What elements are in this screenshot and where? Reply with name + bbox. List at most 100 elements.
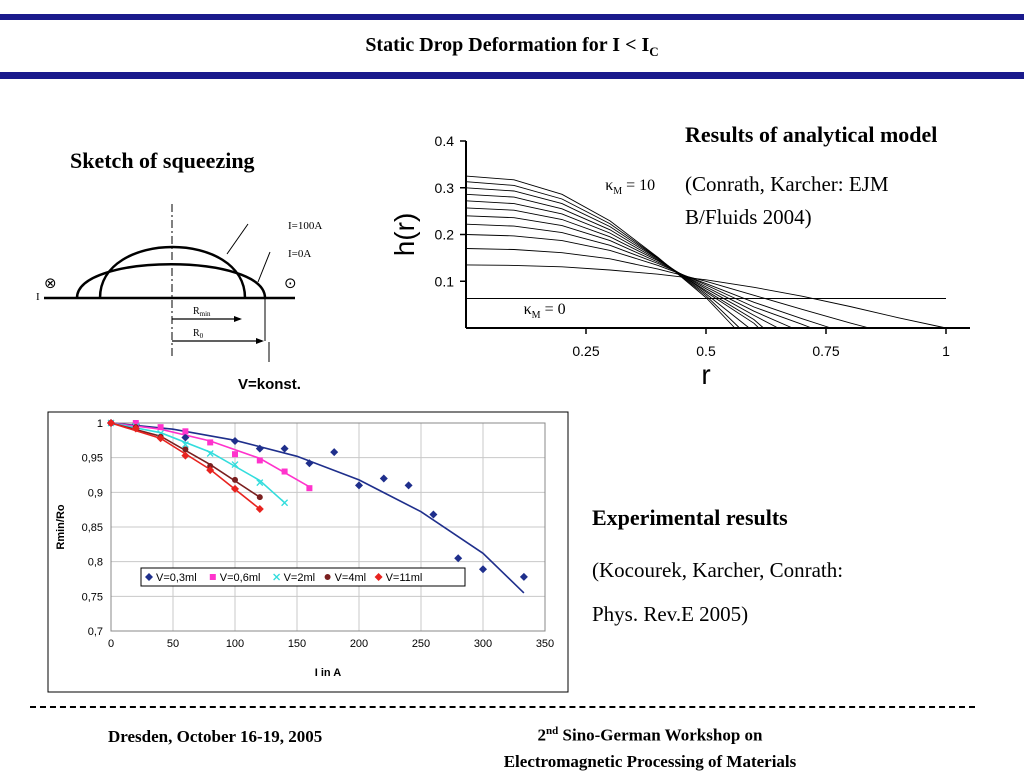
rmin-label: Rmin xyxy=(193,306,211,318)
x-tick-label: 200 xyxy=(350,638,368,650)
current-in-symbol: ⊗ xyxy=(44,274,57,292)
profile-curve-10 xyxy=(465,181,740,329)
kappa-zero-annotation: κM = 0 xyxy=(524,301,566,321)
data-point-0 xyxy=(404,481,413,490)
sketch-caption: V=konst. xyxy=(238,376,301,393)
experimental-citation-line1: (Kocourek, Karcher, Conrath: xyxy=(592,558,844,582)
data-point-0 xyxy=(355,481,363,490)
r0-arrowhead xyxy=(256,338,264,344)
y-axis-title: Rmin/Ro xyxy=(55,504,67,550)
y-tick-label: 0,9 xyxy=(88,487,103,499)
legend-label-4: V=11ml xyxy=(386,572,423,584)
data-point-1 xyxy=(182,428,189,435)
profile-curve-9 xyxy=(465,187,750,329)
footer-workshop-name: 2nd Sino-German Workshop on Electromagne… xyxy=(440,718,860,775)
legend-box xyxy=(140,567,466,587)
legend-label-2: V=2ml xyxy=(284,572,316,584)
analytical-heading: Results of analytical model xyxy=(685,122,938,147)
sketch-label-i0: I=0A xyxy=(288,248,311,260)
x-tick-label: 150 xyxy=(288,638,306,650)
footer-dashed-divider xyxy=(30,706,975,708)
legend-marker-4 xyxy=(374,573,383,581)
x-axis-title: I in A xyxy=(315,667,342,679)
x-axis-title: r xyxy=(701,359,710,390)
y-tick-label: 0.1 xyxy=(435,273,455,289)
chart-outer-border xyxy=(47,411,569,693)
squeezing-sketch: I=100A I=0A ⊗ ⊙ I Rmin R0 xyxy=(36,204,322,362)
data-point-1 xyxy=(232,451,238,458)
y-tick-label: 0.3 xyxy=(435,180,455,196)
data-point-1 xyxy=(207,439,214,446)
analytical-citation: (Conrath, Karcher: EJM B/Fluids 2004) xyxy=(685,168,889,234)
analytical-citation-line1: (Conrath, Karcher: EJM xyxy=(685,172,889,196)
data-point-3 xyxy=(207,462,214,469)
data-point-0 xyxy=(330,448,339,457)
data-point-0 xyxy=(519,572,528,581)
legend-label-0: V=0,3ml xyxy=(156,572,197,584)
top-rule xyxy=(0,14,1024,20)
legend-label-3: V=4ml xyxy=(335,572,367,584)
data-point-1 xyxy=(306,485,313,492)
sketch-label-i100: I=100A xyxy=(288,220,322,232)
data-point-0 xyxy=(429,510,438,519)
kappa-max-annotation: κM = 10 xyxy=(605,177,655,197)
footer-location-date: Dresden, October 16-19, 2005 xyxy=(108,727,323,746)
sketch-drop-i100 xyxy=(75,263,267,299)
analytical-height-profile-chart: 0.1 0.2 0.3 0.4 0.25 0.5 0.75 1 h(r) r κM = 10 κM =… xyxy=(389,133,970,390)
data-point-1 xyxy=(256,457,263,464)
x-tick-label: 0.75 xyxy=(812,343,839,359)
y-tick-label: 0.4 xyxy=(435,133,455,149)
data-point-4 xyxy=(131,424,140,433)
rmin-arrowhead xyxy=(234,316,242,322)
x-tick-label: 50 xyxy=(167,638,179,650)
data-point-0 xyxy=(454,554,463,563)
profile-curve-1 xyxy=(465,264,947,329)
data-point-3 xyxy=(182,446,189,453)
data-point-2 xyxy=(181,441,189,448)
y-tick-label: 0,95 xyxy=(82,453,103,465)
experimental-heading: Experimental results xyxy=(592,505,788,530)
data-point-0 xyxy=(181,433,190,442)
data-point-1 xyxy=(157,424,164,431)
profile-curve-7 xyxy=(465,200,764,329)
profile-curve-6 xyxy=(465,207,779,329)
x-tick-label: 1 xyxy=(942,343,950,359)
data-point-1 xyxy=(281,468,288,475)
current-out-symbol: ⊙ xyxy=(284,274,297,292)
current-label: I xyxy=(36,291,40,303)
x-tick-label: 0.25 xyxy=(572,343,599,359)
experimental-rmin-chart: 0,7 0,75 0,8 0,85 0,9 0,95 1 0 50 100 150 200 250 300… xyxy=(47,411,569,693)
data-point-0 xyxy=(479,565,487,574)
x-tick-label: 300 xyxy=(474,638,492,650)
plot-area-frame xyxy=(110,422,546,632)
experimental-citation: (Kocourek, Karcher, Conrath: Phys. Rev.E… xyxy=(592,548,843,636)
data-point-3 xyxy=(232,476,238,483)
legend-marker-3 xyxy=(324,574,331,580)
sketch-drop-i0 xyxy=(98,245,247,299)
slide-title: Static Drop Deformation for I < IC xyxy=(0,34,1024,60)
data-point-2 xyxy=(206,450,214,457)
legend-marker-0 xyxy=(145,573,153,581)
data-point-2 xyxy=(256,479,264,487)
analytical-citation-line2: B/Fluids 2004) xyxy=(685,205,812,229)
footer-workshop-line1: 2nd Sino-German Workshop on xyxy=(537,725,763,745)
sketch-leader-i0 xyxy=(257,251,271,283)
data-point-0 xyxy=(280,444,289,453)
legend-marker-2 xyxy=(273,573,281,581)
y-tick-label: 1 xyxy=(97,418,103,430)
data-point-4 xyxy=(231,484,239,493)
data-point-4 xyxy=(206,466,215,475)
data-point-2 xyxy=(281,499,289,507)
y-tick-label: 0,8 xyxy=(88,557,103,569)
slide-title-main: Static Drop Deformation for I < I xyxy=(365,34,650,56)
data-point-4 xyxy=(156,434,165,443)
x-tick-label: 100 xyxy=(226,638,244,650)
y-tick-label: 0,85 xyxy=(82,522,103,534)
legend-label-1: V=0,6ml xyxy=(220,572,261,584)
fit-curve-2 xyxy=(110,422,286,504)
chart-legend: V=0,3ml V=0,6ml V=2ml V=4ml V=11ml xyxy=(140,567,466,587)
x-tick-label: 0 xyxy=(108,638,114,650)
x-tick-label: 350 xyxy=(536,638,554,650)
data-point-2 xyxy=(231,461,239,469)
data-point-3 xyxy=(256,494,263,501)
